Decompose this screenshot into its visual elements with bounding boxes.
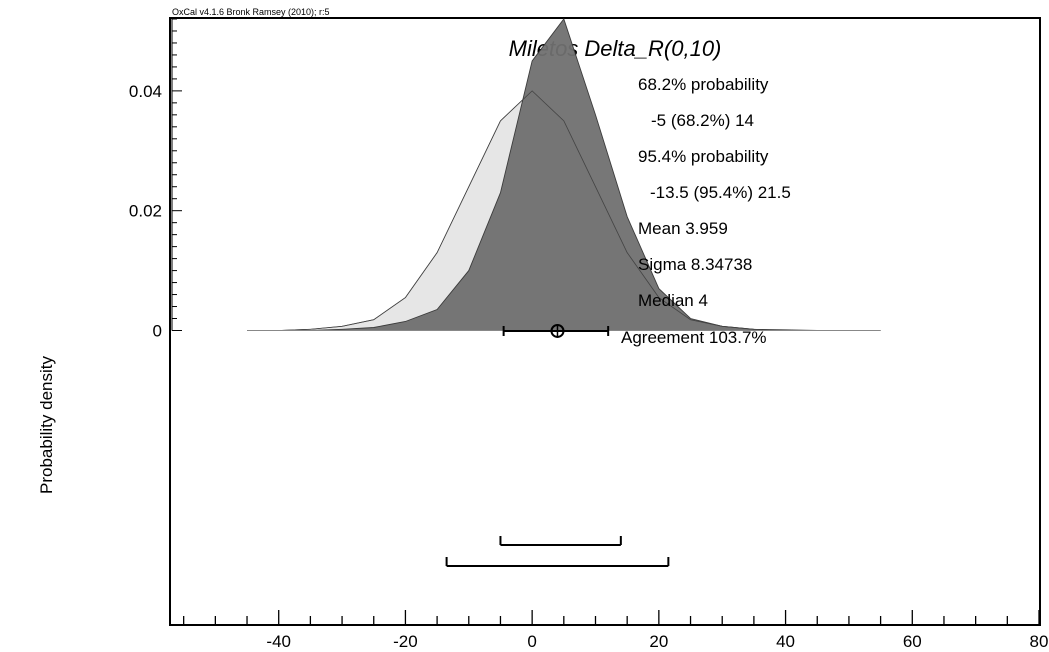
y-axis-label: Probability density: [37, 356, 56, 494]
annotation-line: Mean 3.959: [638, 219, 728, 238]
statistics-annotations: 68.2% probability -5 (68.2%) 14 95.4% prob…: [621, 75, 791, 347]
y-axis: 0 0.02 0.04: [129, 18, 182, 340]
x-tick-label: 40: [776, 632, 795, 651]
annotation-line: Sigma 8.34738: [638, 255, 752, 274]
annotation-line: -13.5 (95.4%) 21.5: [650, 183, 791, 202]
x-tick-label: -40: [266, 632, 291, 651]
annotation-line: 68.2% probability: [638, 75, 769, 94]
y-tick-label: 0: [153, 321, 162, 340]
x-tick-label: 0: [527, 632, 536, 651]
annotation-line: Median 4: [638, 291, 708, 310]
annotation-line: -5 (68.2%) 14: [651, 111, 754, 130]
interval-marks: [247, 323, 881, 567]
annotation-line: Agreement 103.7%: [621, 328, 767, 347]
annotation-line: 95.4% probability: [638, 147, 769, 166]
y-tick-label: 0.04: [129, 82, 162, 101]
x-tick-label: 20: [649, 632, 668, 651]
x-tick-label: 80: [1030, 632, 1049, 651]
software-credit: OxCal v4.1.6 Bronk Ramsey (2010); r:5: [172, 7, 330, 17]
x-tick-label: -20: [393, 632, 418, 651]
x-tick-label: 60: [903, 632, 922, 651]
plot-frame: [169, 17, 1041, 626]
density-areas: [247, 18, 881, 331]
x-axis: -40 -20 0 20 40 60 80: [183, 610, 1049, 651]
posterior-density-area: [310, 18, 818, 331]
y-tick-label: 0.02: [129, 202, 162, 221]
